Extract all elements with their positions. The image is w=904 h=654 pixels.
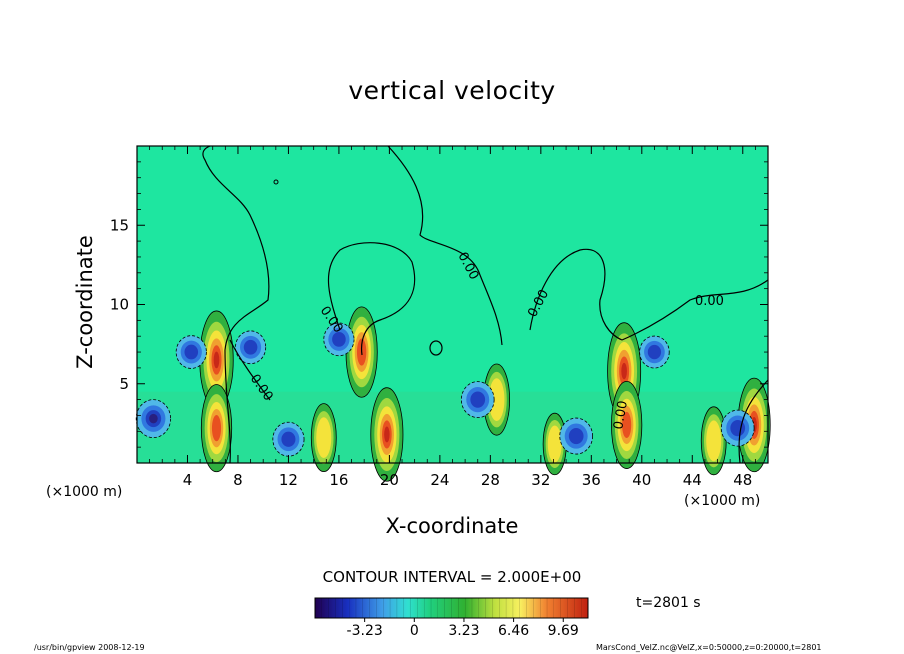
updraft-cell xyxy=(310,403,337,473)
chart-title: vertical velocity xyxy=(348,76,556,105)
downdraft-cell xyxy=(272,421,305,457)
downdraft-level xyxy=(281,431,296,447)
downdraft-cell xyxy=(639,335,670,369)
updraft-cell xyxy=(199,310,234,410)
downdraft-cell xyxy=(135,399,172,439)
updraft-level xyxy=(384,426,390,443)
downdraft-level xyxy=(243,339,258,355)
downdraft-cell xyxy=(559,417,593,455)
zero-contour-line xyxy=(738,379,768,463)
colorbar-tick-label: 6.46 xyxy=(498,623,529,639)
downdraft-level xyxy=(332,331,346,347)
contour-label: 0.00 xyxy=(695,294,724,309)
x-tick-label: 4 xyxy=(183,471,193,489)
x-tick-label: 40 xyxy=(632,471,651,489)
zero-contour-loop xyxy=(429,340,443,356)
updraft-level xyxy=(213,351,220,369)
x-tick-label: 28 xyxy=(481,471,500,489)
x-axis-label: X-coordinate xyxy=(385,514,519,538)
boundary-layer xyxy=(137,391,768,463)
time-label: t=2801 s xyxy=(636,595,701,611)
footer-program-date: /usr/bin/gpview 2008-12-19 xyxy=(34,643,145,652)
y-tick-label: 5 xyxy=(119,375,129,393)
updraft-cell xyxy=(542,412,567,476)
x-tick-label: 44 xyxy=(683,471,702,489)
zero-contour-line xyxy=(327,242,416,356)
y-tick-label: 15 xyxy=(110,216,129,234)
downdraft-cell xyxy=(175,335,207,369)
updraft-level xyxy=(547,425,562,463)
zero-contour-line xyxy=(529,248,623,341)
x-tick-label: 48 xyxy=(733,471,752,489)
downdraft-level xyxy=(647,344,662,360)
downdraft-level xyxy=(470,391,486,408)
updraft-level xyxy=(211,415,222,442)
updraft-cell xyxy=(200,384,233,473)
updraft-level xyxy=(316,417,332,459)
downdraft-level xyxy=(568,427,584,445)
x-unit-label-left: (×1000 m) xyxy=(46,484,123,500)
contour-label: 0.00 xyxy=(611,400,631,431)
downdraft-level xyxy=(149,413,158,424)
downdraft-cell xyxy=(460,381,495,419)
zero-contour-line xyxy=(202,146,270,463)
y-tick-label: 10 xyxy=(110,296,129,314)
footer-source: MarsCond_VelZ.nc@VelZ,x=0:50000,z=0:2000… xyxy=(596,643,822,652)
colorbar-tick-label: 9.69 xyxy=(548,623,579,639)
colorbar-tick-label: -3.23 xyxy=(347,623,383,639)
downdraft-level xyxy=(184,344,199,360)
x-unit-label-right: (×1000 m) xyxy=(684,493,761,509)
x-tick-label: 16 xyxy=(329,471,348,489)
zero-contour-loop xyxy=(273,179,279,185)
downdraft-cell xyxy=(323,322,355,357)
updraft-cell xyxy=(370,387,404,482)
updraft-cell xyxy=(611,380,643,469)
plot-area xyxy=(135,146,771,482)
contour-interval-label: CONTOUR INTERVAL = 2.000E+00 xyxy=(322,568,582,586)
zero-contour-line xyxy=(229,339,271,401)
colorbar-tick-label: 3.23 xyxy=(448,623,479,639)
updraft-level xyxy=(621,362,627,380)
zero-contour-line xyxy=(621,279,768,341)
x-tick-label: 8 xyxy=(233,471,243,489)
updraft-level xyxy=(488,378,505,421)
updraft-level xyxy=(706,420,722,462)
downdraft-cell xyxy=(720,409,755,447)
x-tick-label: 12 xyxy=(279,471,298,489)
downdraft-level xyxy=(730,420,746,437)
updraft-cell xyxy=(483,363,511,436)
colorbar-tick-label: 0 xyxy=(410,623,419,639)
y-axis-label: Z-coordinate xyxy=(73,235,97,369)
x-tick-label: 32 xyxy=(531,471,550,489)
updraft-level xyxy=(622,411,632,439)
updraft-cell xyxy=(700,406,727,476)
zero-contour-line xyxy=(387,146,503,346)
downdraft-cell xyxy=(235,330,267,365)
colorbar: -3.23 0 3.23 6.46 9.69 xyxy=(314,597,589,639)
x-tick-label: 24 xyxy=(430,471,449,489)
x-tick-label: 36 xyxy=(582,471,601,489)
x-tick-label: 20 xyxy=(380,471,399,489)
